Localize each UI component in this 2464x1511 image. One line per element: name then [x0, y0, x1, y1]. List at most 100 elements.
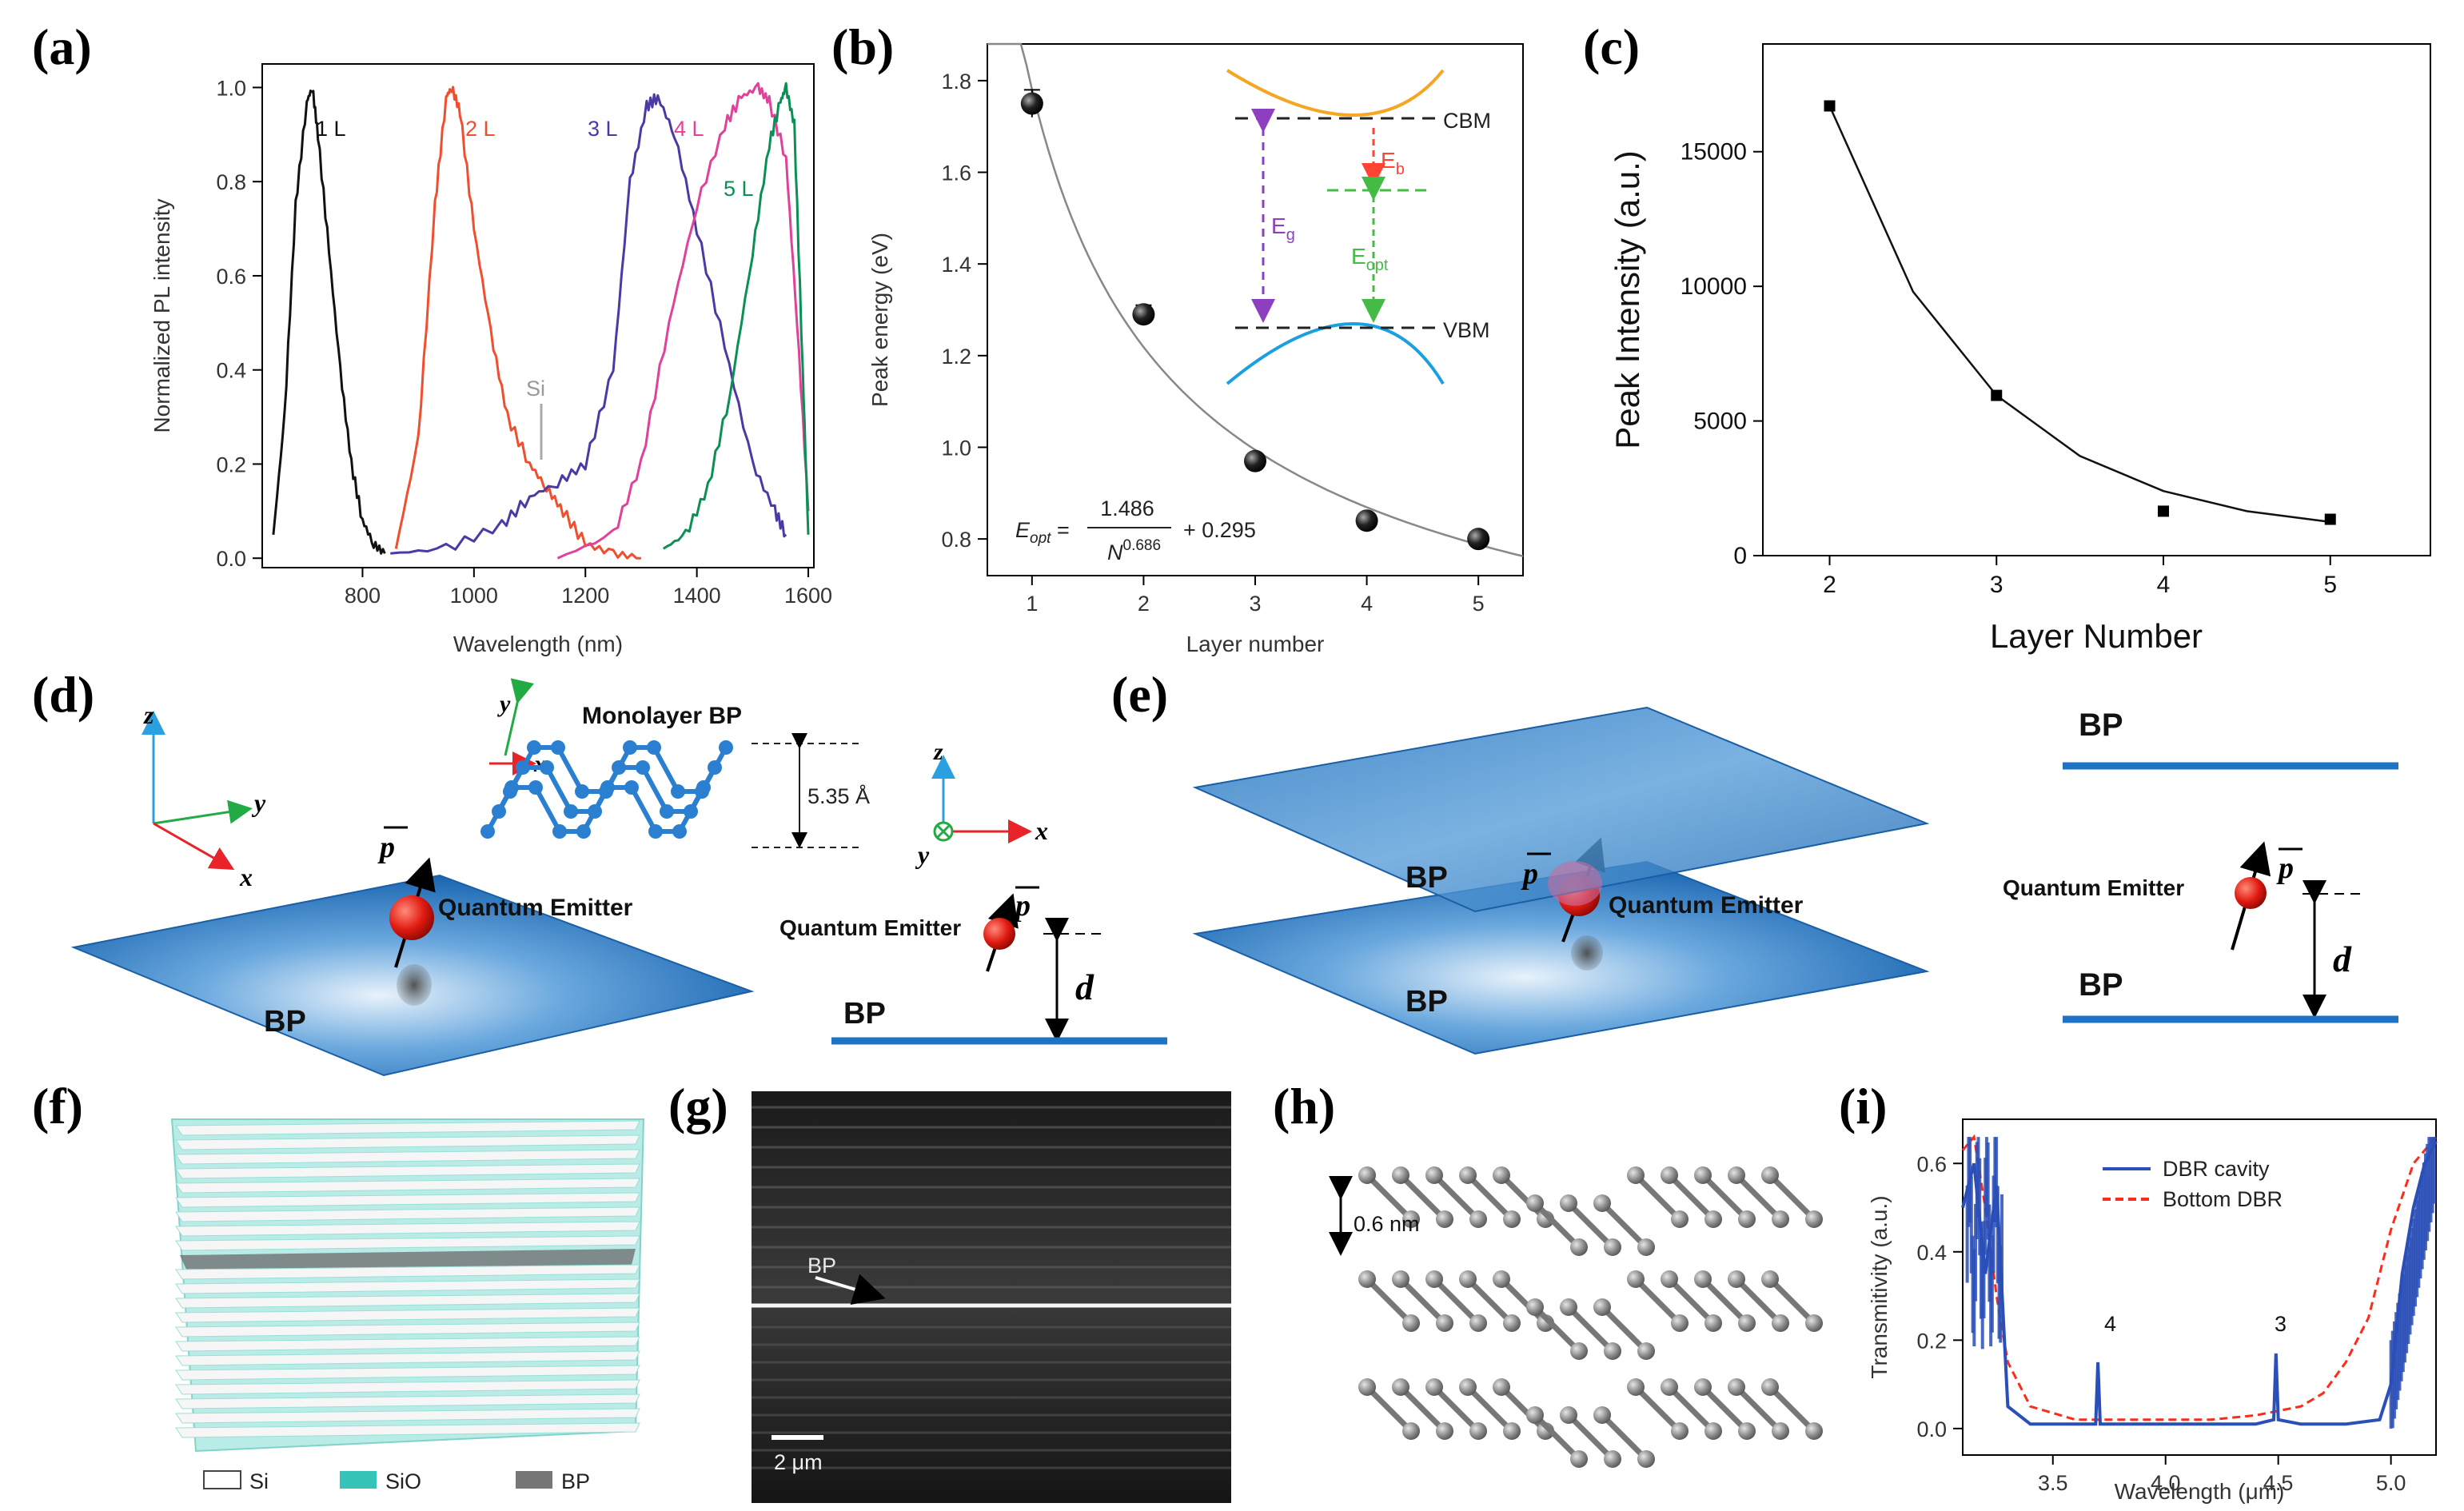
series-bottom-dbr [1961, 1134, 2438, 1421]
y-tick-label: 1.0 [941, 436, 971, 460]
chart-a-label-4L: 4 L [674, 117, 704, 141]
data-point [1991, 389, 2003, 401]
panel-label-g: (g) [668, 1078, 728, 1134]
sem-image [752, 1091, 1231, 1503]
chart-b-ylabel: Peak energy (eV) [867, 233, 892, 407]
si-layer [175, 1221, 640, 1237]
e-side-bp-bottom-label: BP [2079, 967, 2123, 1003]
bp-bond [1365, 1173, 1413, 1222]
fit-curve [1828, 105, 2330, 524]
bp-atom [1772, 1314, 1789, 1332]
bp-atom [1627, 1270, 1645, 1288]
eb-label: Eb [1381, 148, 1405, 178]
y-tick-label: 1.6 [941, 161, 971, 185]
bp-top-sheet [1192, 706, 1930, 913]
bp-bond [1398, 1385, 1447, 1433]
chart-a-label-1L: 1 L [316, 117, 346, 141]
bp-bond [1365, 1385, 1413, 1433]
lattice-atom [540, 760, 554, 775]
bp-atom [1425, 1270, 1443, 1288]
y-tick-label: 5000 [1693, 409, 1747, 435]
quantum-emitter-sphere [389, 895, 434, 940]
bp-atom [1436, 1314, 1453, 1332]
bp-atom [1728, 1270, 1745, 1288]
bp-bond [1365, 1277, 1413, 1326]
bp-bond [1533, 1413, 1581, 1461]
chart-i-peak-3: 3 [2275, 1312, 2287, 1336]
y-tick-label: 0.4 [1916, 1241, 1947, 1265]
bp-bond [1499, 1173, 1548, 1222]
bp-atom [1436, 1422, 1453, 1440]
bp-atom [1728, 1378, 1745, 1396]
valence-band [1226, 322, 1445, 385]
bp-atom [1761, 1378, 1779, 1396]
si-layer [175, 1235, 640, 1251]
bp-atom [1671, 1314, 1689, 1332]
bp-atom [1526, 1298, 1544, 1316]
bp-atom [1805, 1314, 1823, 1332]
y-tick-label: 0.0 [216, 547, 246, 571]
bp-atom [1402, 1422, 1420, 1440]
y-tick-label: 0.2 [216, 453, 246, 476]
panel-label-d: (d) [32, 666, 94, 723]
lattice-atom [672, 824, 687, 839]
bp-atom [1694, 1166, 1712, 1184]
bp-atom [1772, 1422, 1789, 1440]
bp-atom [1704, 1210, 1722, 1228]
si-layer [175, 1322, 640, 1338]
lattice-atom [636, 760, 650, 775]
legend-si-swatch [203, 1470, 241, 1489]
bp-bond [1499, 1385, 1548, 1433]
e-side-dipole-label: p [2276, 851, 2294, 885]
bp-bond [1600, 1201, 1649, 1250]
chart-a-si-label: Si [526, 377, 545, 401]
bp-atom [1436, 1210, 1453, 1228]
x-tick-label: 5.0 [2376, 1471, 2406, 1495]
emitter-shadow [397, 964, 432, 1006]
eopt-label: Eopt [1351, 244, 1389, 274]
chart-b: Layer number Peak energy (eV) 1 2 3 4 5 0.8 1.… [867, 42, 1524, 656]
x-tick-label: 5 [1473, 592, 1485, 616]
y-tick-label: 15000 [1681, 139, 1747, 165]
e-emitter-through-sheet [1548, 861, 1602, 906]
chart-a-ylabel: Normalized PL intensity [150, 198, 174, 433]
e-distance-label: d [2333, 939, 2352, 979]
si-layer [175, 1120, 640, 1136]
y-tick-label: 1.8 [941, 70, 971, 94]
chart-a: Wavelength (nm) Normalized PL intensity … [150, 63, 832, 656]
bp-bond [1734, 1173, 1783, 1222]
e-side-emitter-sphere [2235, 877, 2267, 909]
panel-d: z y x BP p Quantum Emitter Monolayer BP … [70, 678, 1167, 1077]
x-axis [153, 822, 235, 870]
side-schematic-d: Quantum Emitter p d BP [779, 886, 1167, 1045]
bp-atom [1761, 1270, 1779, 1288]
lattice-atom [671, 784, 685, 799]
bp-bond [1566, 1305, 1615, 1354]
si-layer [175, 1350, 640, 1366]
e-bp-top-label: BP [1405, 861, 1448, 895]
bp-bond [1465, 1385, 1514, 1433]
side-schematic-e: BP Quantum Emitter p d BP [2003, 708, 2398, 1023]
chart-a-label-3L: 3 L [588, 117, 618, 141]
si-layer [175, 1379, 640, 1395]
bp-bond [1734, 1277, 1783, 1326]
bp-atom [1402, 1314, 1420, 1332]
bp-bond [1533, 1305, 1581, 1354]
bp-atom [1805, 1422, 1823, 1440]
bp-atom [1459, 1378, 1477, 1396]
z-axis-label: z [143, 700, 154, 729]
bp-atom [1570, 1450, 1588, 1468]
x-tick-label: 3 [1249, 592, 1261, 616]
f-legend: Si SiO BP [203, 1469, 590, 1493]
chart-i-legend: DBR cavity Bottom DBR [2103, 1157, 2283, 1211]
bp-atom [1738, 1210, 1756, 1228]
mono-y-label: y [497, 691, 511, 717]
axes-side-d: z x y [915, 739, 1048, 869]
y-tick-label: 0.8 [216, 170, 246, 194]
si-layer [175, 1178, 640, 1194]
e-dipole-label: p [1521, 857, 1538, 891]
bp-bond [1432, 1277, 1481, 1326]
data-point [1824, 100, 1836, 112]
bp-layer [180, 1249, 636, 1273]
bp-atom [1604, 1342, 1621, 1360]
